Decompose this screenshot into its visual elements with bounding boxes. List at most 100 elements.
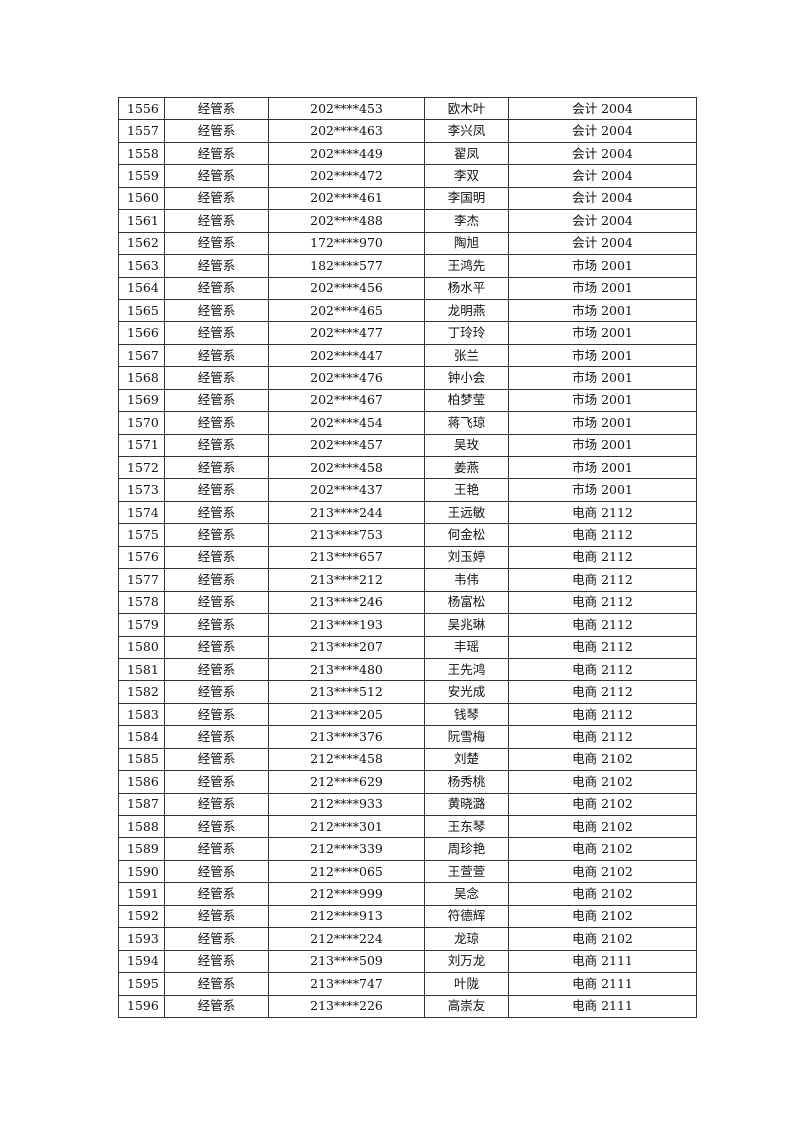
student-name-cell: 张兰 (424, 343, 509, 368)
department-cell: 经管系 (164, 882, 269, 906)
row-number-cell: 1557 (118, 119, 165, 143)
student-id-cell: 213****753 (268, 523, 425, 547)
department-cell: 经管系 (164, 927, 269, 951)
student-name-cell: 李兴凤 (424, 119, 509, 143)
department-cell: 经管系 (164, 814, 269, 839)
table-row: 1580 经管系 213****207 丰瑶 电商 2112 (118, 635, 697, 659)
row-number-cell: 1593 (118, 927, 165, 951)
table-row: 1592 经管系 212****913 符德辉 电商 2102 (118, 904, 697, 929)
student-id-cell: 213****747 (268, 972, 425, 996)
department-cell: 经管系 (164, 635, 269, 659)
row-number-cell: 1587 (118, 792, 165, 817)
student-id-cell: 212****224 (268, 927, 425, 951)
table-row: 1582 经管系 213****512 安光成 电商 2112 (118, 680, 697, 704)
row-number-cell: 1590 (118, 859, 165, 884)
table-row: 1569 经管系 202****467 柏梦莹 市场 2001 (118, 388, 697, 413)
department-cell: 经管系 (164, 366, 269, 390)
student-id-cell: 213****244 (268, 500, 425, 525)
student-id-cell: 213****376 (268, 725, 425, 749)
student-name-cell: 蒋飞琼 (424, 411, 509, 435)
department-cell: 经管系 (164, 837, 269, 861)
table-row: 1556 经管系 202****453 欧木叶 会计 2004 (118, 96, 697, 121)
class-name-cell: 市场 2001 (508, 321, 697, 345)
student-id-cell: 212****339 (268, 837, 425, 861)
class-name-cell: 市场 2001 (508, 343, 697, 368)
student-id-cell: 213****226 (268, 994, 425, 1018)
student-id-cell: 202****477 (268, 321, 425, 345)
table-row: 1587 经管系 212****933 黄晓潞 电商 2102 (118, 792, 697, 817)
row-number-cell: 1574 (118, 500, 165, 525)
student-id-cell: 213****480 (268, 657, 425, 682)
class-name-cell: 电商 2112 (508, 500, 697, 525)
class-name-cell: 市场 2001 (508, 254, 697, 278)
student-name-cell: 钟小会 (424, 366, 509, 390)
class-name-cell: 市场 2001 (508, 433, 697, 458)
department-cell: 经管系 (164, 725, 269, 749)
student-id-cell: 202****458 (268, 455, 425, 480)
row-number-cell: 1582 (118, 680, 165, 704)
class-name-cell: 市场 2001 (508, 276, 697, 300)
department-cell: 经管系 (164, 411, 269, 435)
class-name-cell: 市场 2001 (508, 366, 697, 390)
student-id-cell: 202****472 (268, 164, 425, 188)
student-name-cell: 李国明 (424, 186, 509, 211)
department-cell: 经管系 (164, 613, 269, 637)
table-row: 1583 经管系 213****205 钱琴 电商 2112 (118, 702, 697, 727)
department-cell: 经管系 (164, 276, 269, 300)
row-number-cell: 1572 (118, 455, 165, 480)
class-name-cell: 电商 2102 (508, 792, 697, 817)
class-name-cell: 电商 2102 (508, 859, 697, 884)
student-id-cell: 202****488 (268, 209, 425, 233)
department-cell: 经管系 (164, 949, 269, 974)
student-name-cell: 安光成 (424, 680, 509, 704)
class-name-cell: 电商 2112 (508, 635, 697, 659)
table-row: 1584 经管系 213****376 阮雪梅 电商 2112 (118, 725, 697, 749)
student-id-cell: 213****509 (268, 949, 425, 974)
student-name-cell: 吴念 (424, 882, 509, 906)
class-name-cell: 电商 2112 (508, 545, 697, 570)
student-id-cell: 202****465 (268, 298, 425, 323)
class-name-cell: 会计 2004 (508, 96, 697, 121)
class-name-cell: 电商 2102 (508, 837, 697, 861)
row-number-cell: 1586 (118, 770, 165, 794)
student-id-cell: 202****437 (268, 478, 425, 502)
student-id-cell: 212****301 (268, 814, 425, 839)
department-cell: 经管系 (164, 568, 269, 592)
row-number-cell: 1562 (118, 231, 165, 256)
row-number-cell: 1563 (118, 254, 165, 278)
class-name-cell: 市场 2001 (508, 478, 697, 502)
row-number-cell: 1561 (118, 209, 165, 233)
class-name-cell: 市场 2001 (508, 388, 697, 413)
student-id-cell: 202****467 (268, 388, 425, 413)
student-id-cell: 202****454 (268, 411, 425, 435)
student-id-cell: 212****999 (268, 882, 425, 906)
student-name-cell: 韦伟 (424, 568, 509, 592)
student-name-cell: 柏梦莹 (424, 388, 509, 413)
table-row: 1585 经管系 212****458 刘楚 电商 2102 (118, 747, 697, 772)
table-row: 1595 经管系 213****747 叶陇 电商 2111 (118, 972, 697, 996)
department-cell: 经管系 (164, 770, 269, 794)
table-row: 1576 经管系 213****657 刘玉婷 电商 2112 (118, 545, 697, 570)
row-number-cell: 1581 (118, 657, 165, 682)
class-name-cell: 电商 2111 (508, 994, 697, 1018)
class-name-cell: 电商 2112 (508, 613, 697, 637)
department-cell: 经管系 (164, 545, 269, 570)
department-cell: 经管系 (164, 478, 269, 502)
class-name-cell: 电商 2102 (508, 770, 697, 794)
student-id-cell: 202****457 (268, 433, 425, 458)
student-name-cell: 刘玉婷 (424, 545, 509, 570)
row-number-cell: 1564 (118, 276, 165, 300)
class-name-cell: 电商 2112 (508, 568, 697, 592)
row-number-cell: 1596 (118, 994, 165, 1018)
table-row: 1581 经管系 213****480 王先鸿 电商 2112 (118, 657, 697, 682)
table-row: 1558 经管系 202****449 翟凤 会计 2004 (118, 141, 697, 166)
student-name-cell: 龙琼 (424, 927, 509, 951)
row-number-cell: 1575 (118, 523, 165, 547)
table-row: 1575 经管系 213****753 何金松 电商 2112 (118, 523, 697, 547)
row-number-cell: 1583 (118, 702, 165, 727)
student-name-cell: 钱琴 (424, 702, 509, 727)
student-name-cell: 王远敏 (424, 500, 509, 525)
student-name-cell: 符德辉 (424, 904, 509, 929)
class-name-cell: 电商 2111 (508, 972, 697, 996)
class-name-cell: 会计 2004 (508, 231, 697, 256)
